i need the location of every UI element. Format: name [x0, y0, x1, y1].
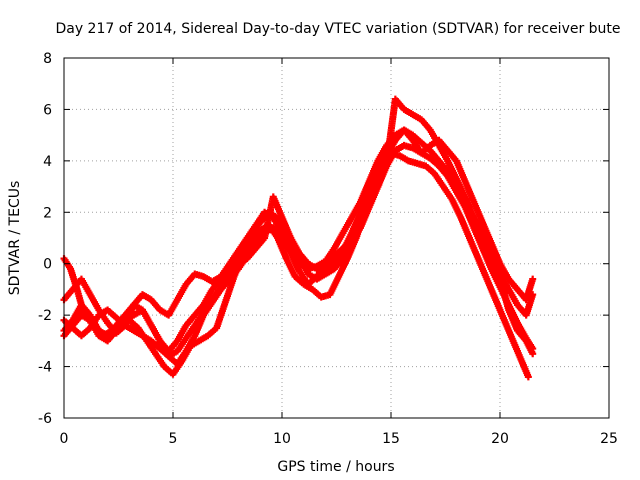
y-tick-label: 0	[43, 257, 52, 273]
x-tick-label: 20	[491, 431, 509, 447]
plot-frame	[63, 57, 610, 419]
series-track-5	[60, 95, 537, 358]
y-tick-label: 6	[43, 102, 52, 118]
data-point	[529, 350, 537, 358]
y-axis-ticks: -6 -4 -2 0 2 4 6 8	[38, 51, 609, 427]
y-axis-label: SDTVAR / TECUs	[7, 181, 23, 296]
x-tick-label: 25	[600, 431, 618, 447]
data-point	[529, 275, 537, 283]
y-tick-label: -2	[38, 308, 52, 324]
series-track-4	[60, 126, 537, 337]
x-tick-label: 15	[382, 431, 400, 447]
x-tick-label: 0	[60, 431, 69, 447]
data-point	[524, 373, 532, 381]
x-tick-label: 10	[273, 431, 291, 447]
series-track-1	[60, 149, 532, 381]
chart-title: Day 217 of 2014, Sidereal Day-to-day VTE…	[55, 21, 620, 37]
y-tick-label: -4	[38, 360, 52, 376]
data-points	[60, 95, 537, 381]
y-tick-label: 8	[43, 51, 52, 67]
y-tick-label: 2	[43, 205, 52, 221]
y-tick-label: 4	[43, 154, 52, 170]
x-tick-label: 5	[169, 431, 178, 447]
x-axis-ticks: 0 5 10 15 20 25	[60, 58, 618, 447]
y-tick-label: -6	[38, 411, 52, 427]
x-axis-label: GPS time / hours	[277, 459, 394, 475]
